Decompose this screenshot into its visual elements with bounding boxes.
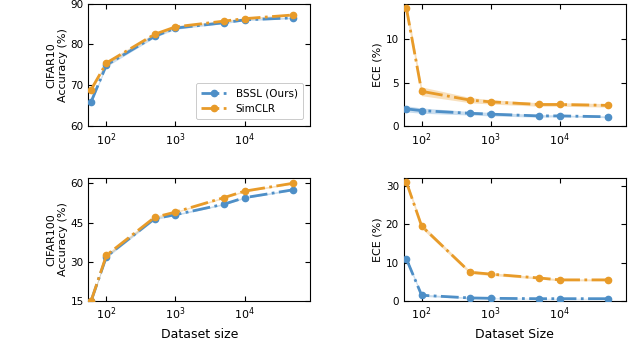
SimCLR — [487, 100, 494, 104]
SimCLR — [403, 6, 410, 10]
BSSL (Ours) — [487, 296, 494, 300]
SimCLR — [151, 32, 159, 36]
SimCLR — [466, 270, 474, 274]
BSSL (Ours) — [403, 257, 410, 261]
SimCLR — [466, 98, 474, 102]
SimCLR — [241, 189, 248, 193]
BSSL (Ours) — [151, 34, 159, 38]
BSSL (Ours) — [87, 299, 95, 303]
SimCLR — [418, 224, 425, 228]
SimCLR — [87, 88, 95, 92]
X-axis label: Dataset size: Dataset size — [161, 328, 238, 341]
BSSL (Ours) — [403, 107, 410, 111]
BSSL (Ours) — [418, 293, 425, 298]
BSSL (Ours) — [466, 111, 474, 116]
SimCLR — [535, 276, 543, 280]
Line: BSSL (Ours): BSSL (Ours) — [403, 106, 611, 120]
BSSL (Ours) — [151, 217, 159, 221]
Line: SimCLR: SimCLR — [403, 179, 611, 283]
BSSL (Ours) — [466, 296, 474, 300]
BSSL (Ours) — [556, 114, 564, 118]
Y-axis label: ECE (%): ECE (%) — [373, 217, 383, 262]
BSSL (Ours) — [241, 18, 248, 22]
BSSL (Ours) — [87, 100, 95, 104]
BSSL (Ours) — [102, 254, 110, 259]
Line: BSSL (Ours): BSSL (Ours) — [88, 15, 296, 105]
BSSL (Ours) — [172, 26, 179, 30]
BSSL (Ours) — [220, 21, 228, 25]
SimCLR — [535, 103, 543, 107]
SimCLR — [418, 89, 425, 93]
Y-axis label: CIFAR100
Accuracy (%): CIFAR100 Accuracy (%) — [46, 203, 68, 276]
SimCLR — [556, 278, 564, 282]
BSSL (Ours) — [172, 212, 179, 217]
SimCLR — [220, 196, 228, 200]
SimCLR — [241, 16, 248, 21]
Line: BSSL (Ours): BSSL (Ours) — [88, 187, 296, 304]
Line: SimCLR: SimCLR — [403, 5, 611, 108]
BSSL (Ours) — [604, 296, 612, 301]
BSSL (Ours) — [604, 115, 612, 119]
X-axis label: Dataset Size: Dataset Size — [475, 328, 554, 341]
Y-axis label: ECE (%): ECE (%) — [373, 43, 383, 87]
SimCLR — [556, 103, 564, 107]
Line: SimCLR: SimCLR — [88, 180, 296, 304]
BSSL (Ours) — [289, 188, 296, 192]
SimCLR — [172, 25, 179, 29]
BSSL (Ours) — [241, 196, 248, 200]
SimCLR — [102, 61, 110, 65]
BSSL (Ours) — [556, 296, 564, 301]
SimCLR — [289, 181, 296, 186]
SimCLR — [220, 19, 228, 23]
Line: SimCLR: SimCLR — [88, 12, 296, 93]
SimCLR — [87, 299, 95, 303]
SimCLR — [172, 210, 179, 214]
SimCLR — [403, 180, 410, 184]
SimCLR — [151, 215, 159, 219]
SimCLR — [604, 278, 612, 282]
BSSL (Ours) — [220, 202, 228, 206]
Legend: BSSL (Ours), SimCLR: BSSL (Ours), SimCLR — [197, 83, 303, 119]
SimCLR — [289, 13, 296, 17]
BSSL (Ours) — [487, 112, 494, 116]
Line: BSSL (Ours): BSSL (Ours) — [403, 256, 611, 302]
SimCLR — [102, 253, 110, 257]
BSSL (Ours) — [535, 114, 543, 118]
Y-axis label: CIFAR10
Accuracy (%): CIFAR10 Accuracy (%) — [46, 28, 68, 102]
BSSL (Ours) — [289, 16, 296, 20]
BSSL (Ours) — [535, 296, 543, 301]
BSSL (Ours) — [102, 63, 110, 67]
BSSL (Ours) — [418, 108, 425, 113]
SimCLR — [487, 272, 494, 276]
SimCLR — [604, 103, 612, 107]
